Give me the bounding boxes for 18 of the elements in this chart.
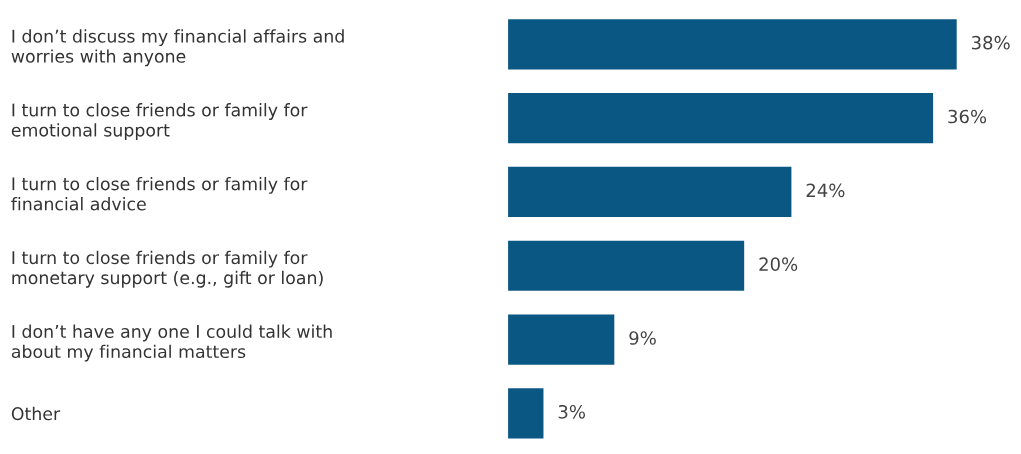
- y-tick-label: Other: [11, 406, 61, 421]
- y-tick-label: I don’t discuss my financial affairs and worries with anyone: [11, 29, 344, 67]
- data-label: 3%: [558, 404, 586, 419]
- bar: [508, 19, 957, 70]
- data-label: 20%: [759, 257, 798, 271]
- y-tick-label: I turn to close friends or family for financial advice: [11, 176, 308, 211]
- y-tick-label: I turn to close friends or family for monetary support (e.g., gift or loan): [12, 250, 323, 288]
- data-label: 38%: [971, 35, 1010, 50]
- data-label: 24%: [806, 183, 845, 198]
- bar: [508, 388, 544, 439]
- data-label: 9%: [629, 331, 656, 345]
- data-label: 36%: [948, 109, 987, 124]
- y-tick-label: I don’t have any one I could talk with about my financial matters: [11, 324, 332, 362]
- bar: [508, 314, 615, 365]
- bar: [508, 166, 792, 218]
- bar: [508, 93, 934, 144]
- y-tick-label: I turn to close friends or family for emotional support: [11, 103, 308, 141]
- bar: [508, 240, 745, 291]
